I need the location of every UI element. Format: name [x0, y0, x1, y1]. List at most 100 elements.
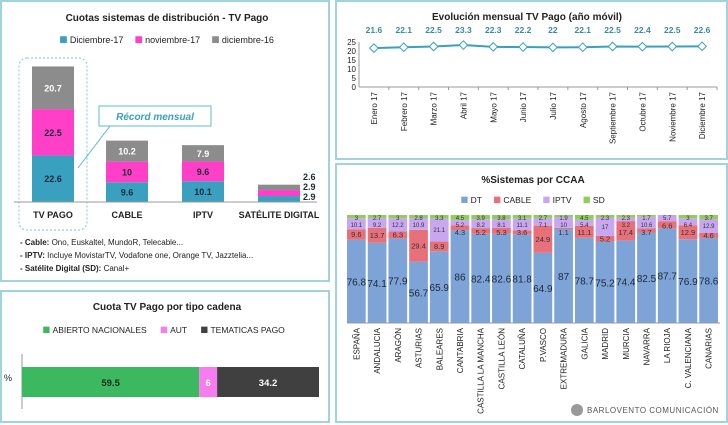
data-label: 3.8	[497, 216, 506, 222]
category-label: CABLE	[112, 210, 143, 220]
legend-label: diciembre-16	[222, 35, 274, 45]
distribution-chart: Cuotas sistemas de distribución - TV Pag…	[14, 13, 320, 231]
data-label: 3.7	[641, 228, 651, 237]
category-label: LA RIOJA	[663, 327, 672, 363]
data-point	[667, 41, 678, 52]
data-label: 29.4	[411, 241, 426, 250]
category-label: %	[4, 373, 12, 383]
data-label: 22.1	[395, 25, 412, 35]
data-label: 5.2	[475, 228, 485, 237]
bar-segment	[450, 230, 470, 323]
data-label: 11.1	[517, 223, 529, 229]
bar-segment	[450, 225, 470, 231]
data-label: 11.1	[577, 228, 591, 237]
bar-segment	[533, 215, 553, 218]
data-point	[577, 42, 588, 53]
note-label: - Satélite Digital (SD):	[20, 264, 102, 273]
annotation-arrow	[77, 125, 111, 169]
legend-swatch	[160, 326, 168, 333]
bar-segment	[106, 182, 148, 202]
data-label: 82.5	[637, 274, 657, 285]
data-label: 2.3	[622, 216, 631, 222]
data-point	[637, 41, 648, 52]
data-label: 10.6	[641, 223, 653, 229]
bar-segment	[429, 241, 449, 252]
bar-segment	[429, 215, 449, 219]
bar-segment	[450, 215, 470, 220]
bar-segment	[554, 227, 573, 230]
y-tick-label: 0	[352, 83, 357, 92]
evolution-chart: Evolución mensual TV Pago (año móvil)051…	[347, 12, 718, 144]
data-point	[518, 42, 529, 52]
series-line	[373, 44, 703, 50]
data-label: 3	[686, 216, 690, 222]
distribution-panel: Cuotas sistemas de distribución - TV Pag…	[0, 0, 330, 282]
data-label: 2.7	[373, 216, 382, 222]
bar-segment	[182, 145, 224, 162]
x-tick-label: Abril 17	[459, 91, 468, 119]
bar-segment	[106, 161, 148, 183]
x-tick-label: Noviembre 17	[668, 91, 677, 141]
logo-text: BARLOVENTO COMUNICACIÓN	[587, 406, 719, 415]
data-label: 3	[396, 216, 400, 222]
note-label: - IPTV:	[20, 251, 45, 260]
data-label: 10.1	[351, 223, 363, 229]
data-label: 78.6	[699, 276, 719, 287]
data-label: 22.3	[485, 25, 502, 35]
note-sd: - Satélite Digital (SD): Canal+	[20, 264, 129, 273]
bar-segment	[637, 216, 656, 229]
bar-segment	[471, 233, 491, 323]
data-label: 1.7	[642, 216, 651, 222]
bar-segment	[657, 228, 677, 323]
note-cable: - Cable: Ono, Euskaltel, MundoR, Telecab…	[20, 238, 183, 247]
data-label: 77.9	[388, 277, 408, 288]
data-label: 22.4	[634, 25, 651, 35]
bar-segment	[616, 215, 636, 218]
legend-swatch	[461, 196, 468, 203]
data-label: 34.2	[259, 378, 278, 389]
bar-segment	[512, 215, 532, 219]
data-label: 10.9	[413, 223, 425, 229]
data-label: 22	[548, 25, 558, 35]
data-label: 22.6	[694, 25, 711, 35]
bar-segment	[554, 217, 573, 228]
bar-segment	[388, 231, 408, 239]
chart-title: %Sistemas por CCAA	[481, 175, 584, 186]
data-label: 17.4	[618, 228, 633, 237]
bar-segment	[533, 217, 553, 226]
data-label: 2.9	[303, 182, 316, 192]
data-label: 22.1	[574, 25, 591, 35]
data-label: 3	[355, 216, 359, 222]
data-label: 6.4	[684, 223, 693, 229]
data-label: 12.2	[392, 223, 404, 229]
data-label: 4.5	[456, 216, 465, 222]
bar-segment	[199, 367, 218, 397]
category-label: SATÉLITE DIGITAL	[239, 210, 320, 220]
data-label: 64.9	[533, 284, 553, 295]
bar-segment	[409, 229, 428, 262]
bar-segment	[512, 234, 532, 323]
data-label: 2.9	[303, 192, 316, 202]
bar-segment	[347, 215, 366, 219]
legend-swatch	[60, 36, 67, 43]
bar-segment	[637, 215, 656, 217]
data-label: 2.8	[414, 216, 423, 222]
data-label: 78.7	[575, 276, 595, 287]
data-label: 3.9	[477, 216, 486, 222]
bar-segment	[492, 233, 511, 323]
bar-segment	[347, 229, 366, 240]
bar-segment	[678, 239, 698, 323]
category-label: CANARIAS	[705, 328, 714, 369]
bar-segment	[388, 215, 408, 219]
bar-segment	[450, 219, 470, 226]
legend-label: Diciembre-17	[70, 35, 124, 45]
bar-segment	[616, 221, 636, 241]
x-tick-label: Enero 17	[370, 91, 379, 124]
data-label: 2.7	[539, 216, 548, 222]
bar-segment	[258, 196, 300, 202]
data-label: 9.6	[351, 230, 361, 239]
bar-segment	[574, 219, 594, 226]
data-point	[458, 40, 469, 51]
bar-segment	[574, 237, 594, 323]
bar-segment	[492, 215, 511, 220]
